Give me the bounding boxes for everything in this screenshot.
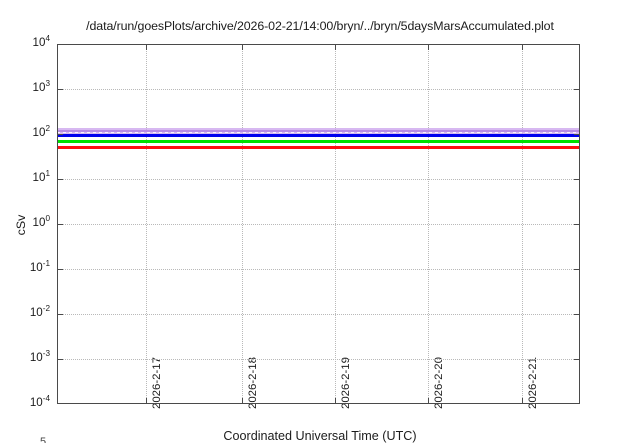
y-tick-mark bbox=[574, 359, 580, 360]
clipped-bottom-text: 5 bbox=[40, 436, 47, 443]
gridline-vertical bbox=[428, 44, 429, 404]
y-tick-label: 10-2 bbox=[29, 304, 50, 319]
plot-frame bbox=[57, 44, 580, 404]
gridline-horizontal bbox=[57, 179, 580, 180]
y-tick-mark bbox=[574, 179, 580, 180]
series-line-blue bbox=[57, 133, 580, 137]
y-tick-label: 102 bbox=[32, 124, 50, 139]
gridline-horizontal bbox=[57, 224, 580, 225]
series-line-blue-dash bbox=[57, 131, 580, 133]
x-tick-mark bbox=[335, 44, 336, 50]
page-title: /data/run/goesPlots/archive/2026-02-21/1… bbox=[86, 19, 554, 33]
gridline-horizontal bbox=[57, 269, 580, 270]
y-tick-mark bbox=[57, 269, 63, 270]
gridline-vertical bbox=[242, 44, 243, 404]
y-tick-mark bbox=[574, 314, 580, 315]
y-tick-mark bbox=[574, 224, 580, 225]
gridline-vertical bbox=[522, 44, 523, 404]
gridline-vertical bbox=[146, 44, 147, 404]
x-tick-mark bbox=[428, 398, 429, 404]
series-line-violet-core bbox=[57, 130, 580, 133]
y-tick-mark bbox=[57, 179, 63, 180]
x-tick-mark bbox=[522, 398, 523, 404]
y-tick-label: 103 bbox=[32, 79, 50, 94]
x-axis-title: Coordinated Universal Time (UTC) bbox=[223, 429, 417, 443]
x-tick-mark bbox=[428, 44, 429, 50]
gridline-horizontal bbox=[57, 314, 580, 315]
series-line-red bbox=[57, 146, 580, 149]
y-tick-label: 100 bbox=[32, 214, 50, 229]
y-tick-mark bbox=[57, 134, 63, 135]
y-tick-mark bbox=[57, 89, 63, 90]
y-tick-mark bbox=[574, 269, 580, 270]
x-tick-mark bbox=[146, 398, 147, 404]
y-tick-label: 104 bbox=[32, 34, 50, 49]
y-tick-label: 101 bbox=[32, 169, 50, 184]
series-line-green bbox=[57, 140, 580, 143]
x-tick-mark bbox=[335, 398, 336, 404]
y-tick-mark bbox=[57, 359, 63, 360]
gridline-vertical bbox=[335, 44, 336, 404]
y-tick-label: 10-4 bbox=[29, 394, 50, 409]
x-tick-mark bbox=[522, 44, 523, 50]
x-tick-mark bbox=[146, 44, 147, 50]
y-tick-label: 10-1 bbox=[29, 259, 50, 274]
y-tick-mark bbox=[574, 134, 580, 135]
y-tick-mark bbox=[57, 314, 63, 315]
x-tick-mark bbox=[242, 44, 243, 50]
y-tick-label: 10-3 bbox=[29, 349, 50, 364]
y-tick-mark bbox=[574, 89, 580, 90]
x-tick-mark bbox=[242, 398, 243, 404]
plot-area bbox=[57, 44, 580, 404]
gridline-horizontal bbox=[57, 359, 580, 360]
y-tick-mark bbox=[57, 224, 63, 225]
gridline-horizontal bbox=[57, 89, 580, 90]
